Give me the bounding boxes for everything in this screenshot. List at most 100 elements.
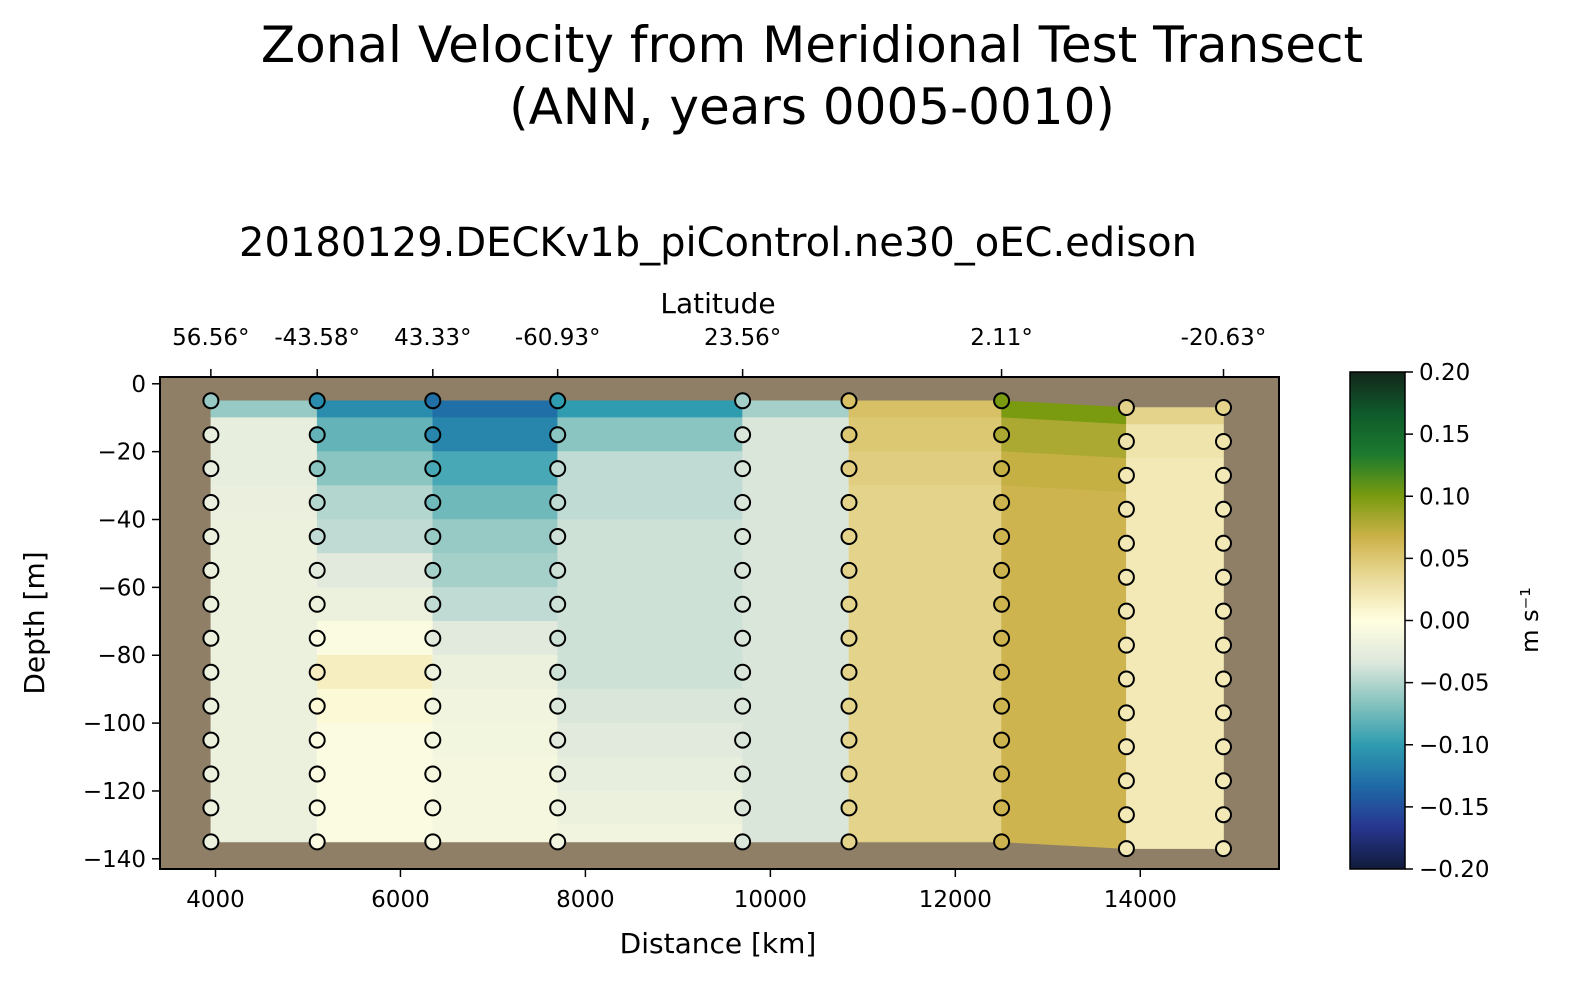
latitude-tick-label: 23.56° — [704, 325, 781, 351]
data-point — [308, 663, 326, 681]
velocity-cell — [848, 620, 1002, 656]
velocity-cell — [210, 553, 318, 588]
colorbar-label: m s⁻¹ — [1516, 587, 1544, 653]
data-point — [1215, 568, 1232, 586]
x-ticks: 4000 6000 8000 10000 12000 14000 — [186, 869, 1177, 913]
data-point — [840, 731, 858, 749]
y-tick-label: −80 — [97, 643, 146, 669]
data-point — [840, 494, 858, 511]
velocity-cell — [742, 451, 850, 486]
data-point — [1117, 602, 1135, 620]
suptitle-line1: Zonal Velocity from Meridional Test Tran… — [261, 16, 1363, 74]
data-point — [1117, 568, 1135, 586]
data-point — [424, 765, 442, 783]
velocity-cell — [432, 400, 559, 419]
data-point — [734, 629, 752, 647]
data-point — [424, 561, 442, 579]
velocity-cell — [742, 485, 850, 520]
data-point — [424, 697, 442, 715]
data-point — [202, 595, 220, 613]
velocity-cell — [1126, 525, 1224, 561]
velocity-cell — [1001, 417, 1127, 459]
velocity-cell — [316, 587, 434, 622]
velocity-cell — [432, 756, 559, 792]
data-point — [1117, 500, 1135, 518]
velocity-cell — [210, 824, 318, 843]
velocity-cell — [432, 587, 559, 622]
data-point — [549, 561, 567, 579]
data-point — [1215, 466, 1232, 484]
velocity-cell — [557, 790, 743, 826]
velocity-cell — [316, 756, 434, 792]
x-tick-label: 10000 — [734, 887, 807, 913]
data-point — [840, 765, 858, 783]
data-point — [202, 494, 220, 511]
velocity-cell — [1126, 593, 1224, 629]
x-axis-label: Distance [km] — [620, 927, 817, 960]
velocity-cell — [210, 400, 318, 419]
velocity-cell — [742, 400, 850, 419]
velocity-cell — [210, 451, 318, 486]
velocity-cell — [1001, 519, 1127, 561]
data-point — [993, 528, 1011, 545]
data-point — [549, 392, 567, 410]
data-point — [424, 494, 442, 511]
y-ticks: 0 −20 −40 −60 −80 −100 −120 −140 — [83, 372, 160, 873]
x-tick-label: 6000 — [371, 887, 430, 913]
velocity-cell — [742, 620, 850, 656]
velocity-cell — [432, 790, 559, 826]
velocity-cell — [848, 519, 1002, 554]
latitude-tick-label: -43.58° — [274, 325, 360, 351]
data-point — [840, 697, 858, 715]
data-point — [549, 765, 567, 783]
data-point — [424, 629, 442, 647]
data-point — [734, 494, 752, 511]
colorbar-tick-label: −0.05 — [1419, 671, 1489, 697]
velocity-cell — [557, 519, 743, 554]
velocity-cell — [432, 485, 559, 520]
velocity-cell — [742, 587, 850, 622]
velocity-cell — [316, 400, 434, 419]
data-point — [840, 629, 858, 647]
colorbar-tick-label: 0.15 — [1419, 422, 1470, 448]
velocity-cell — [848, 756, 1002, 792]
velocity-cell — [1126, 559, 1224, 595]
data-point — [424, 833, 442, 851]
data-point — [308, 595, 326, 613]
data-point — [734, 528, 752, 545]
data-point — [993, 663, 1011, 681]
velocity-cell — [210, 417, 318, 452]
velocity-cell — [742, 790, 850, 826]
data-point — [202, 663, 220, 681]
velocity-cell — [1126, 695, 1224, 731]
velocity-cell — [1126, 729, 1224, 765]
data-point — [308, 494, 326, 511]
data-point — [1215, 500, 1232, 518]
data-point — [1117, 772, 1135, 790]
velocity-cell — [848, 722, 1002, 758]
colorbar-tick-label: 0.00 — [1419, 609, 1470, 635]
velocity-cell — [1001, 654, 1127, 697]
velocity-field — [210, 400, 1224, 849]
velocity-cell — [210, 519, 318, 554]
velocity-cell — [1126, 424, 1224, 459]
data-point — [1215, 636, 1232, 654]
plot-area — [159, 376, 1280, 870]
velocity-cell — [848, 688, 1002, 724]
suptitle-line2: (ANN, years 0005-0010) — [509, 78, 1115, 136]
colorbar-tick-label: 0.05 — [1419, 546, 1470, 572]
colorbar: 0.20 0.15 0.10 0.05 0.00 −0.05 −0.10 −0.15 −0.20… — [1349, 360, 1544, 883]
data-point — [993, 494, 1011, 511]
data-point — [1215, 840, 1232, 858]
velocity-cell — [316, 654, 434, 690]
colorbar-tick-label: −0.10 — [1419, 733, 1489, 759]
data-point — [308, 629, 326, 647]
velocity-cell — [210, 756, 318, 792]
latitude-ticks: 56.56° -43.58° 43.33° -60.93° 23.56° 2.11° -20… — [172, 325, 1266, 377]
velocity-cell — [432, 688, 559, 724]
velocity-cell — [1126, 627, 1224, 663]
data-point — [734, 392, 752, 410]
data-point — [993, 833, 1011, 851]
y-tick-label: −140 — [83, 847, 146, 873]
data-point — [734, 426, 752, 444]
